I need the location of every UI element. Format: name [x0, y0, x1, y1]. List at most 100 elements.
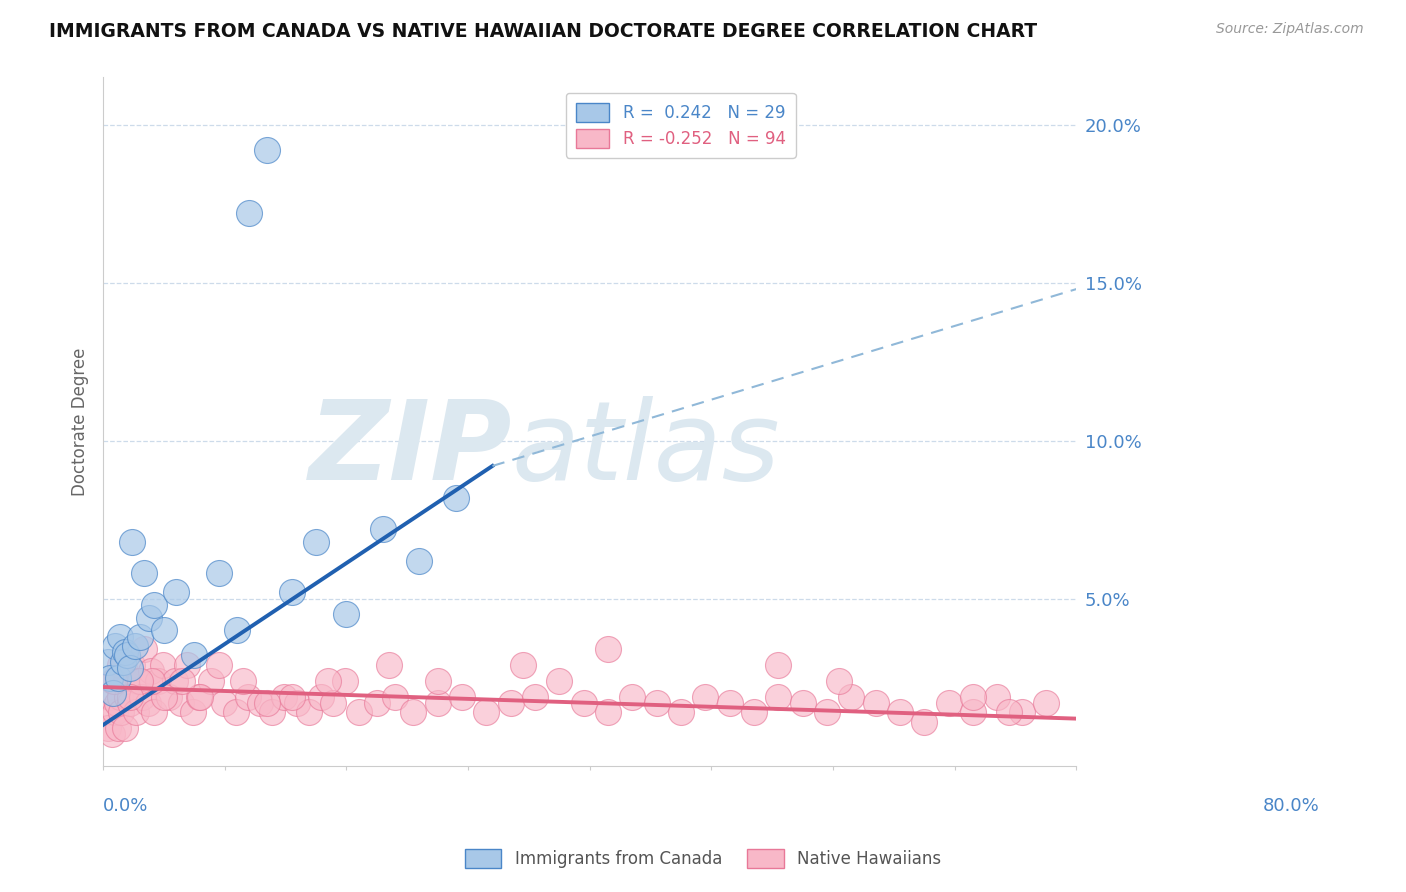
- Point: [105, 696, 128, 710]
- Point: [225, 706, 247, 720]
- Point: [104, 639, 127, 653]
- Point: [986, 690, 1008, 704]
- Point: [309, 690, 332, 704]
- Point: [111, 655, 134, 669]
- Point: [118, 690, 141, 704]
- Point: [100, 727, 122, 741]
- Point: [108, 657, 131, 672]
- Point: [101, 686, 124, 700]
- Point: [107, 671, 129, 685]
- Point: [384, 690, 406, 704]
- Point: [426, 696, 449, 710]
- Point: [124, 639, 146, 653]
- Point: [298, 706, 321, 720]
- Point: [408, 554, 430, 568]
- Text: 80.0%: 80.0%: [1263, 797, 1320, 814]
- Point: [212, 696, 235, 710]
- Text: Source: ZipAtlas.com: Source: ZipAtlas.com: [1216, 22, 1364, 37]
- Point: [444, 491, 467, 505]
- Legend: Immigrants from Canada, Native Hawaiians: Immigrants from Canada, Native Hawaiians: [458, 842, 948, 875]
- Point: [153, 690, 176, 704]
- Point: [889, 706, 911, 720]
- Point: [110, 706, 132, 720]
- Point: [280, 690, 302, 704]
- Point: [285, 696, 308, 710]
- Point: [451, 690, 474, 704]
- Point: [828, 673, 851, 688]
- Point: [335, 673, 357, 688]
- Point: [316, 673, 339, 688]
- Point: [134, 642, 156, 657]
- Point: [232, 673, 254, 688]
- Point: [172, 673, 194, 688]
- Point: [115, 673, 138, 688]
- Point: [100, 671, 122, 685]
- Point: [138, 610, 160, 624]
- Point: [938, 696, 960, 710]
- Point: [118, 661, 141, 675]
- Text: atlas: atlas: [512, 396, 780, 503]
- Point: [273, 690, 295, 704]
- Point: [128, 630, 150, 644]
- Point: [141, 673, 163, 688]
- Point: [208, 657, 231, 672]
- Point: [190, 690, 212, 704]
- Point: [127, 673, 149, 688]
- Point: [114, 645, 136, 659]
- Point: [117, 648, 139, 663]
- Point: [262, 706, 284, 720]
- Point: [165, 585, 187, 599]
- Point: [792, 696, 814, 710]
- Point: [742, 706, 765, 720]
- Point: [163, 673, 186, 688]
- Point: [143, 598, 166, 612]
- Point: [152, 657, 174, 672]
- Point: [596, 706, 619, 720]
- Point: [97, 721, 120, 735]
- Point: [249, 696, 271, 710]
- Point: [108, 630, 131, 644]
- Point: [621, 690, 644, 704]
- Point: [103, 673, 125, 688]
- Point: [176, 657, 198, 672]
- Text: IMMIGRANTS FROM CANADA VS NATIVE HAWAIIAN DOCTORATE DEGREE CORRELATION CHART: IMMIGRANTS FROM CANADA VS NATIVE HAWAIIA…: [49, 22, 1038, 41]
- Point: [366, 696, 388, 710]
- Point: [718, 696, 741, 710]
- Point: [865, 696, 887, 710]
- Point: [524, 690, 547, 704]
- Point: [280, 585, 302, 599]
- Point: [100, 690, 122, 704]
- Point: [200, 673, 222, 688]
- Point: [101, 673, 124, 688]
- Point: [121, 534, 143, 549]
- Point: [97, 655, 120, 669]
- Point: [998, 706, 1021, 720]
- Point: [1035, 696, 1057, 710]
- Point: [768, 657, 790, 672]
- Point: [188, 690, 211, 704]
- Point: [841, 690, 863, 704]
- Point: [208, 566, 231, 581]
- Point: [112, 657, 135, 672]
- Point: [402, 706, 425, 720]
- Point: [335, 607, 357, 622]
- Point: [157, 690, 180, 704]
- Point: [669, 706, 692, 720]
- Point: [962, 706, 984, 720]
- Point: [226, 623, 249, 637]
- Point: [256, 696, 278, 710]
- Y-axis label: Doctorate Degree: Doctorate Degree: [72, 348, 89, 496]
- Point: [121, 657, 143, 672]
- Point: [1011, 706, 1033, 720]
- Point: [475, 706, 498, 720]
- Point: [143, 706, 166, 720]
- Point: [695, 690, 717, 704]
- Point: [815, 706, 838, 720]
- Point: [118, 696, 141, 710]
- Point: [107, 721, 129, 735]
- Point: [768, 690, 790, 704]
- Point: [146, 673, 169, 688]
- Text: 0.0%: 0.0%: [103, 797, 149, 814]
- Point: [347, 706, 370, 720]
- Point: [912, 714, 935, 729]
